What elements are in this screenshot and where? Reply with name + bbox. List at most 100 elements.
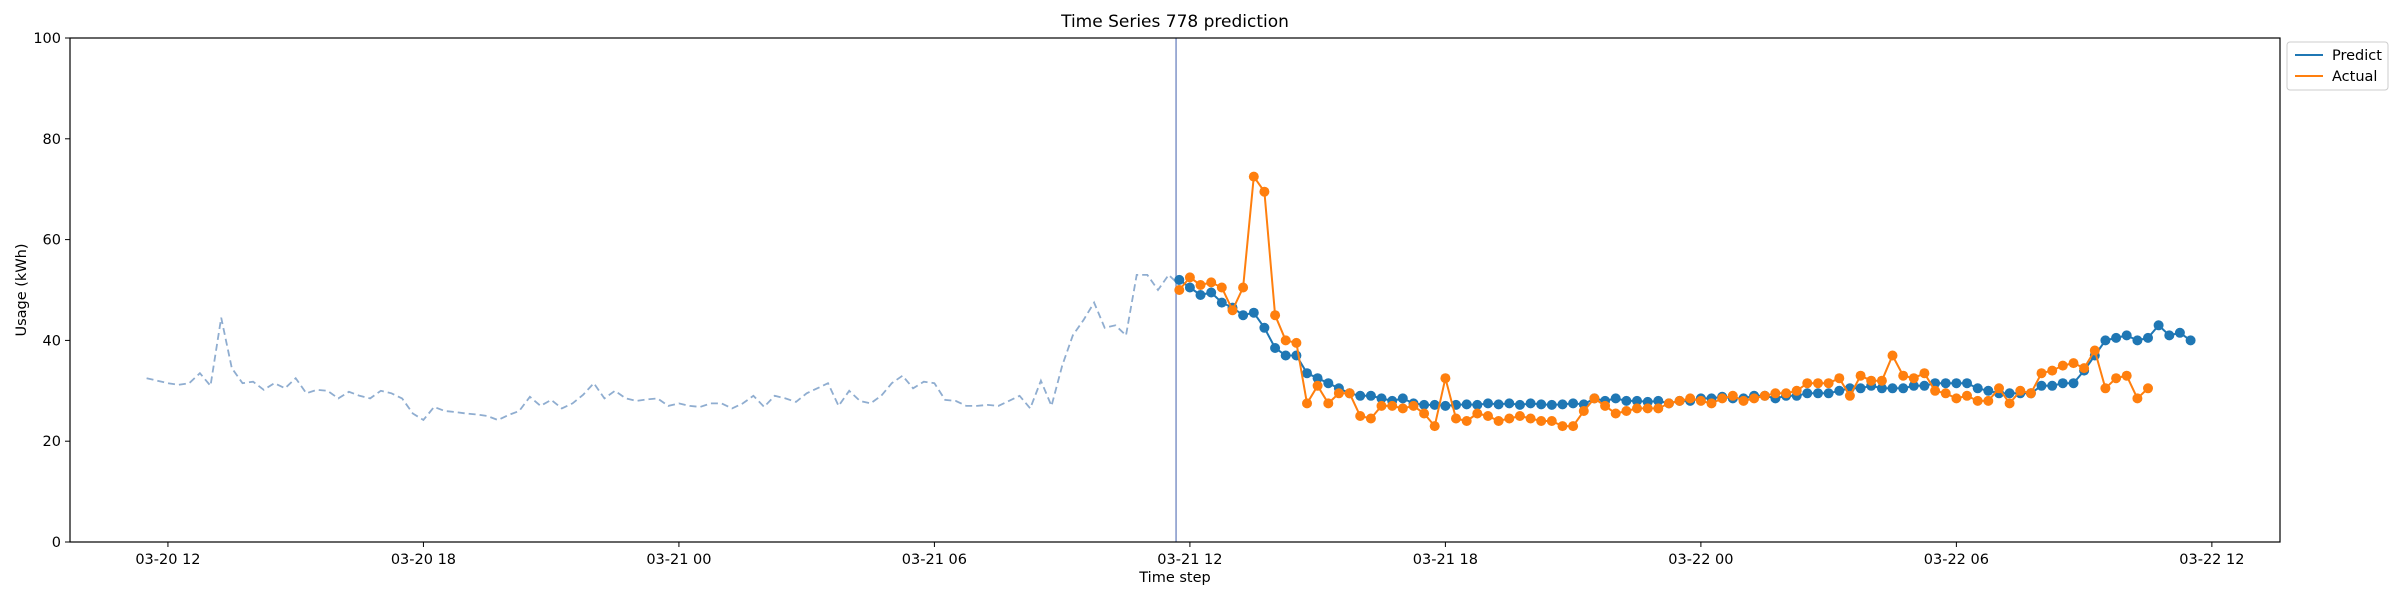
x-tick-label: 03-22 06 [1924, 552, 1989, 568]
actual-point [1930, 385, 1941, 396]
predict-point [1514, 399, 1525, 410]
actual-point [1344, 388, 1355, 399]
predict-point [1823, 388, 1834, 399]
x-axis-title: Time step [1138, 570, 1210, 586]
predict-point [2057, 378, 2068, 389]
x-tick-label: 03-20 18 [391, 552, 456, 568]
predict-point [1525, 398, 1536, 409]
predict-point [1174, 274, 1185, 285]
actual-point [1962, 390, 1972, 401]
history-line [146, 273, 1180, 422]
predict-point [1440, 400, 1451, 411]
predict-point [1653, 395, 1664, 406]
predict-point [1983, 385, 1994, 396]
actual-point [2111, 373, 2122, 384]
actual-point [1589, 393, 1600, 404]
predict-point [1195, 290, 1206, 300]
predict-point [1248, 307, 1259, 318]
predict-point [2111, 332, 2122, 343]
predict-point [1270, 343, 1281, 353]
predict-point [1206, 287, 1217, 298]
chart-title: Time Series 778 prediction [1060, 12, 1289, 32]
y-tick-label: 100 [33, 31, 61, 47]
predict-point [1238, 310, 1249, 321]
predict-point [1355, 390, 1366, 401]
actual-point [2100, 383, 2111, 394]
actual-point [1749, 393, 1760, 404]
actual-point [1302, 398, 1312, 409]
actual-point [1844, 390, 1855, 401]
predict-point [2036, 380, 2047, 391]
actual-point [1408, 400, 1419, 411]
predict-point [1419, 399, 1430, 410]
legend-actual-label: Actual [2332, 69, 2377, 85]
predict-point [1216, 297, 1227, 308]
predict-point [2143, 332, 2153, 343]
actual-point [1312, 380, 1323, 391]
actual-point [2132, 393, 2143, 404]
actual-point [1195, 280, 1206, 290]
predict-point [1546, 399, 1557, 410]
predict-point [1621, 395, 1632, 406]
actual-point [1483, 411, 1493, 421]
predict-point [1834, 385, 1845, 396]
predict-point [2174, 327, 2185, 338]
predict-point [2132, 335, 2143, 346]
predict-point [1323, 378, 1334, 389]
actual-point [1759, 390, 1770, 401]
predict-point [2004, 388, 2015, 399]
predict-point [1365, 390, 1376, 401]
predict-point [1887, 383, 1898, 394]
actual-point [2079, 363, 2090, 374]
predict-point [1940, 378, 1951, 389]
actual-point [2057, 360, 2068, 371]
legend: Predict Actual [2286, 41, 2389, 91]
actual-point [1461, 416, 1472, 426]
actual-point [1717, 393, 1728, 404]
predict-point [1962, 378, 1972, 389]
predict-point [1472, 399, 1483, 410]
actual-point [1238, 282, 1249, 293]
actual-point [1270, 310, 1281, 321]
actual-point [1887, 350, 1898, 361]
predict-point [1919, 380, 1930, 391]
actual-point [1365, 413, 1376, 424]
actual-point [2025, 388, 2036, 399]
actual-point [1781, 388, 1792, 399]
predict-point [2100, 335, 2111, 346]
predict-point [1312, 373, 1323, 384]
actual-point [2068, 358, 2079, 369]
predict-point [1461, 399, 1472, 410]
actual-point [2121, 370, 2132, 381]
actual-point [1259, 186, 1270, 197]
actual-point [1674, 395, 1685, 406]
actual-point [1695, 395, 1706, 406]
predict-point [1898, 383, 1909, 394]
x-tick-label: 03-22 00 [1668, 552, 1733, 568]
actual-point [2004, 398, 2015, 409]
actual-point [1429, 421, 1440, 432]
predict-point [1972, 383, 1983, 394]
actual-point [1610, 408, 1621, 419]
predict-point [1280, 350, 1291, 361]
predict-point [1632, 395, 1642, 406]
predict-point [1951, 378, 1962, 389]
actual-point [1557, 421, 1568, 432]
x-tick-label: 03-21 18 [1413, 552, 1478, 568]
predict-point [2047, 380, 2058, 391]
actual-point [1323, 398, 1334, 409]
predict-point [1802, 388, 1813, 399]
actual-point [1216, 282, 1227, 293]
actual-point [1983, 395, 1994, 406]
predict-point [2121, 330, 2132, 341]
predict-point [1302, 368, 1312, 379]
actual-point [1855, 370, 1866, 381]
y-tick-label: 0 [52, 535, 61, 551]
y-tick-label: 80 [43, 132, 61, 148]
predict-point [1504, 398, 1515, 409]
actual-point [1706, 398, 1717, 409]
actual-point [1514, 411, 1525, 421]
y-tick-label: 20 [43, 434, 61, 450]
predict-point [1397, 393, 1408, 404]
